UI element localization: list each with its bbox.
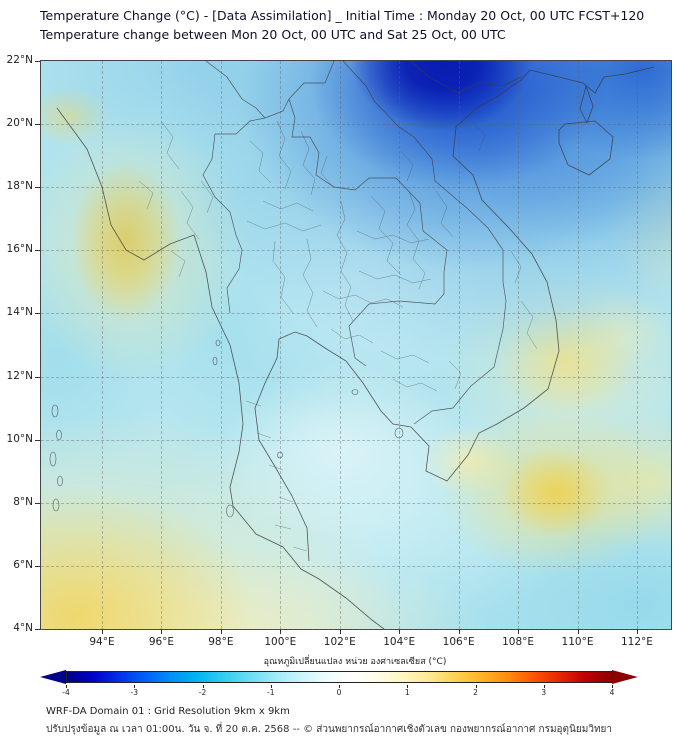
colorbar-tick-mark [270, 685, 272, 688]
x-tick-mark [102, 629, 103, 634]
y-tick-label: 14°N [6, 306, 33, 319]
colorbar-tick-mark [134, 685, 136, 688]
y-tick-label: 4°N [13, 621, 33, 634]
x-tick-mark [577, 629, 579, 634]
x-tick-label: 110°E [561, 636, 594, 648]
y-tick-mark [35, 565, 40, 567]
y-tick-label: 12°N [6, 369, 33, 382]
colorbar [40, 670, 638, 684]
y-tick-label: 22°N [6, 54, 33, 66]
colorbar-gradient-bar [66, 671, 612, 683]
colorbar-tick-label: -2 [198, 688, 207, 697]
colorbar-right-arrow-icon [612, 670, 638, 684]
colorbar-left-arrow-icon [40, 670, 66, 684]
y-tick-mark [35, 313, 40, 315]
y-tick-label: 8°N [13, 495, 33, 508]
colorbar-tick-label: 3 [541, 688, 547, 697]
colorbar-tick-label: 2 [473, 688, 478, 697]
x-tick-label: 94°E [89, 636, 115, 648]
islands [49, 339, 404, 518]
y-tick-label: 20°N [6, 117, 33, 130]
page-title: Temperature Change (°C) - [Data Assimila… [40, 8, 645, 23]
colorbar-tick-label: 0 [336, 688, 342, 697]
x-tick-label: 106°E [442, 636, 475, 648]
coastlines [56, 66, 655, 629]
y-tick-mark [35, 61, 40, 62]
x-tick-label: 100°E [264, 636, 297, 648]
x-tick-label: 104°E [383, 636, 416, 648]
temperature-change-field [41, 61, 671, 629]
colorbar-tick-mark [612, 685, 613, 688]
y-tick-label: 16°N [6, 243, 33, 256]
x-tick-mark [220, 629, 222, 634]
page-subtitle: Temperature change between Mon 20 Oct, 0… [40, 27, 506, 42]
x-tick-mark [636, 629, 638, 634]
colorbar-tick-mark [543, 685, 545, 688]
province-borders [138, 120, 538, 552]
colorbar-tick-mark [407, 685, 409, 688]
y-tick-mark [35, 502, 40, 504]
colorbar-tick-mark [339, 685, 340, 688]
x-tick-mark [161, 629, 163, 634]
x-tick-mark [458, 629, 460, 634]
model-info-text: WRF-DA Domain 01 : Grid Resolution 9km x… [46, 706, 290, 717]
colorbar-tick-label: -1 [267, 688, 275, 697]
y-tick-mark [35, 439, 40, 441]
y-tick-label: 18°N [6, 180, 33, 193]
x-tick-label: 112°E [620, 636, 653, 648]
x-tick-label: 96°E [148, 636, 175, 648]
y-tick-label: 6°N [13, 558, 33, 571]
colorbar-tick-label: 1 [404, 688, 410, 697]
y-tick-label: 10°N [6, 432, 33, 445]
y-tick-mark [35, 187, 40, 189]
y-tick-mark [35, 628, 40, 630]
colorbar-tick-label: 4 [609, 688, 615, 697]
x-tick-label: 108°E [502, 636, 535, 648]
map-plot-area: 94°E 96°E 98°E 100°E 102°E 104°E 106°E 108°E 110… [7, 54, 672, 648]
x-tick-mark [339, 629, 341, 634]
colorbar-title: อุณหภูมิเปลี่ยนแปลง หน่วย องศาเซลเซียส (… [263, 657, 447, 667]
national-borders [202, 61, 522, 425]
update-info-text: ปรับปรุงข้อมูล ณ เวลา 01:00น. วัน จ. ที่… [46, 724, 613, 735]
grid-hline [41, 628, 671, 630]
x-tick-label: 98°E [208, 636, 234, 648]
colorbar-tick-label: -4 [62, 688, 70, 697]
y-tick-mark [35, 124, 40, 126]
y-tick-mark [35, 376, 40, 378]
colorbar-tick-label: -3 [130, 688, 138, 697]
y-tick-mark [35, 250, 40, 252]
x-tick-label: 102°E [323, 636, 356, 648]
colorbar-tick-mark [66, 685, 67, 688]
x-tick-mark [280, 629, 282, 634]
x-tick-mark [518, 629, 520, 634]
country-borders-map [49, 61, 655, 629]
colorbar-tick-labels: -4 -3 -2 -1 0 1 2 3 4 [62, 685, 614, 699]
x-tick-mark [399, 629, 401, 634]
colorbar-tick-mark [202, 685, 204, 688]
colorbar-tick-mark [475, 685, 477, 688]
